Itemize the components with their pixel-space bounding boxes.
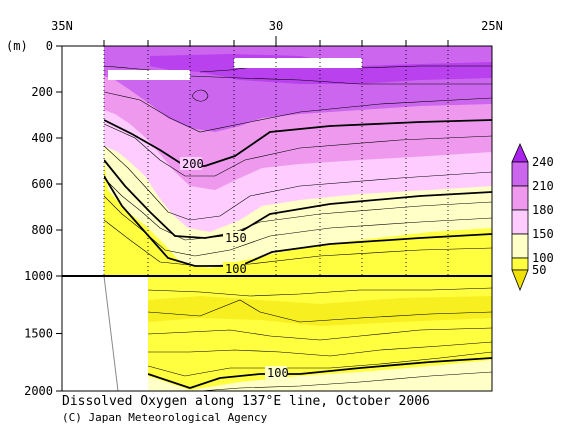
land-mask-upper [62,46,104,276]
chart-title: Dissolved Oxygen along 137°E line, Octob… [62,394,430,409]
colorbar-label: 100 [532,251,554,265]
data-gap-bar [234,58,362,68]
contour-line [103,123,492,177]
colorbar: 240 210 180 150 100 50 [511,143,554,292]
colorbar-cap-bottom [511,269,529,292]
top-axis-ticks [103,36,449,46]
copyright-text: (C) Japan Meteorological Agency [62,411,268,424]
contour-fill-below-50 [148,296,492,326]
y-unit-label: (m) [6,39,28,53]
contour-line [147,327,492,341]
bold-contours-upper [103,119,492,267]
x-axis-labels: 35N 30 25N [51,19,503,33]
y-tick-label: 200 [31,85,53,99]
data-gap-bar [108,70,190,80]
colorbar-label: 210 [532,179,554,193]
colorbar-label: 240 [532,155,554,169]
contour-label: 200 [182,157,204,171]
contour-fill-50-100-deep [148,360,492,391]
y-tick-label: 2000 [24,384,53,398]
plot-frame [61,45,493,392]
y-axis-lower: 1500 2000 [24,327,62,398]
y-axis-upper: 0 200 400 600 800 1000 [24,39,62,283]
y-tick-label: 1500 [24,327,53,341]
land-mask-lower [62,276,148,391]
contour-line [191,89,209,102]
contour-line [199,371,492,391]
colorbar-segment-180-210 [511,185,529,211]
x-tick-label: 35N [51,19,73,33]
colorbar-segment-210-240 [511,161,529,187]
colorbar-label: 50 [532,263,546,277]
contour-line [103,195,492,257]
y-tick-label: 600 [31,177,53,191]
contour-fill-50-100 [104,160,492,276]
contour-line [148,341,492,357]
colorbar-segment-50-100 [511,257,529,271]
y-tick-label: 400 [31,131,53,145]
colorbar-segment-100-150 [511,233,529,259]
contour-line [103,91,492,133]
contour-line-150 [103,159,492,239]
contour-line-200 [103,119,492,167]
colorbar-label: 180 [532,203,554,217]
y-tick-label: 800 [31,223,53,237]
contour-line [147,299,492,323]
y-tick-label: 0 [46,39,53,53]
colorbar-label: 150 [532,227,554,241]
colorbar-cap-top [511,143,529,163]
contour-line [147,351,492,377]
thin-contours-lower [147,287,492,391]
x-tick-label: 25N [481,19,503,33]
contour-label: 100 [225,262,247,276]
contour-label: 100 [267,366,289,380]
colorbar-segment-150-180 [511,209,529,235]
contour-label: 150 [225,231,247,245]
upper-panel [62,46,492,276]
contour-line [147,287,492,297]
y-tick-label: 1000 [24,269,53,283]
contour-labels: 200 150 100 100 [180,157,289,380]
topography-slope-line [103,276,119,391]
contour-line-100 [103,175,492,267]
x-tick-label: 30 [269,19,283,33]
contour-line [103,145,492,221]
